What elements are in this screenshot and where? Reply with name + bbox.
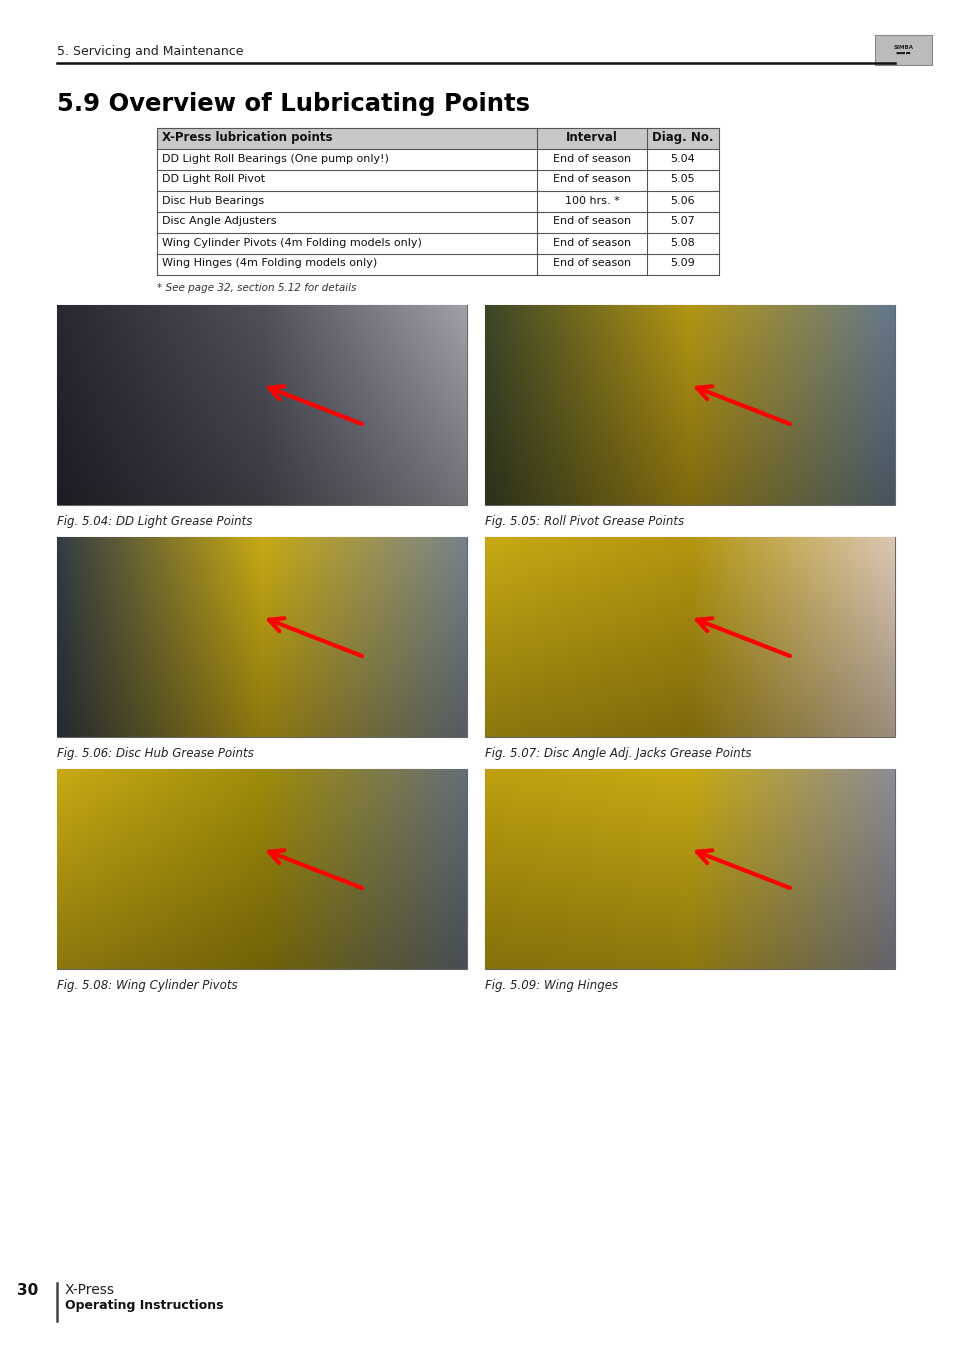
Text: Fig. 5.06: Disc Hub Grease Points: Fig. 5.06: Disc Hub Grease Points [57, 747, 253, 761]
Text: 5.07: 5.07 [670, 216, 695, 227]
Text: 5.05: 5.05 [670, 174, 695, 185]
Text: End of season: End of season [553, 238, 630, 247]
Text: SIMBA
▬▬▬: SIMBA ▬▬▬ [893, 45, 913, 55]
Text: Wing Hinges (4m Folding models only): Wing Hinges (4m Folding models only) [162, 258, 376, 269]
Text: Interval: Interval [565, 131, 618, 145]
FancyBboxPatch shape [157, 128, 719, 149]
Text: 5. Servicing and Maintenance: 5. Servicing and Maintenance [57, 45, 243, 58]
Text: X-Press: X-Press [65, 1283, 115, 1297]
Text: Operating Instructions: Operating Instructions [65, 1300, 223, 1312]
Text: 30: 30 [17, 1283, 38, 1298]
Text: Diag. No.: Diag. No. [652, 131, 713, 145]
Text: DD Light Roll Pivot: DD Light Roll Pivot [162, 174, 265, 185]
Text: DD Light Roll Bearings (One pump only!): DD Light Roll Bearings (One pump only!) [162, 154, 389, 163]
Text: 100 hrs. *: 100 hrs. * [564, 196, 618, 205]
Text: Disc Hub Bearings: Disc Hub Bearings [162, 196, 264, 205]
Text: 5.09: 5.09 [670, 258, 695, 269]
Text: 5.9 Overview of Lubricating Points: 5.9 Overview of Lubricating Points [57, 92, 530, 116]
Text: Fig. 5.09: Wing Hinges: Fig. 5.09: Wing Hinges [484, 979, 618, 992]
Text: X-Press lubrication points: X-Press lubrication points [162, 131, 333, 145]
Text: End of season: End of season [553, 258, 630, 269]
Text: 5.04: 5.04 [670, 154, 695, 163]
Text: End of season: End of season [553, 174, 630, 185]
FancyBboxPatch shape [874, 35, 931, 65]
Text: Fig. 5.08: Wing Cylinder Pivots: Fig. 5.08: Wing Cylinder Pivots [57, 979, 237, 992]
Text: End of season: End of season [553, 154, 630, 163]
Text: 5.06: 5.06 [670, 196, 695, 205]
Text: Disc Angle Adjusters: Disc Angle Adjusters [162, 216, 276, 227]
Text: End of season: End of season [553, 216, 630, 227]
Text: Fig. 5.05: Roll Pivot Grease Points: Fig. 5.05: Roll Pivot Grease Points [484, 515, 683, 528]
Text: * See page 32, section 5.12 for details: * See page 32, section 5.12 for details [157, 282, 356, 293]
Text: 5.08: 5.08 [670, 238, 695, 247]
Text: Wing Cylinder Pivots (4m Folding models only): Wing Cylinder Pivots (4m Folding models … [162, 238, 421, 247]
Text: Fig. 5.04: DD Light Grease Points: Fig. 5.04: DD Light Grease Points [57, 515, 253, 528]
Text: Fig. 5.07: Disc Angle Adj. Jacks Grease Points: Fig. 5.07: Disc Angle Adj. Jacks Grease … [484, 747, 751, 761]
